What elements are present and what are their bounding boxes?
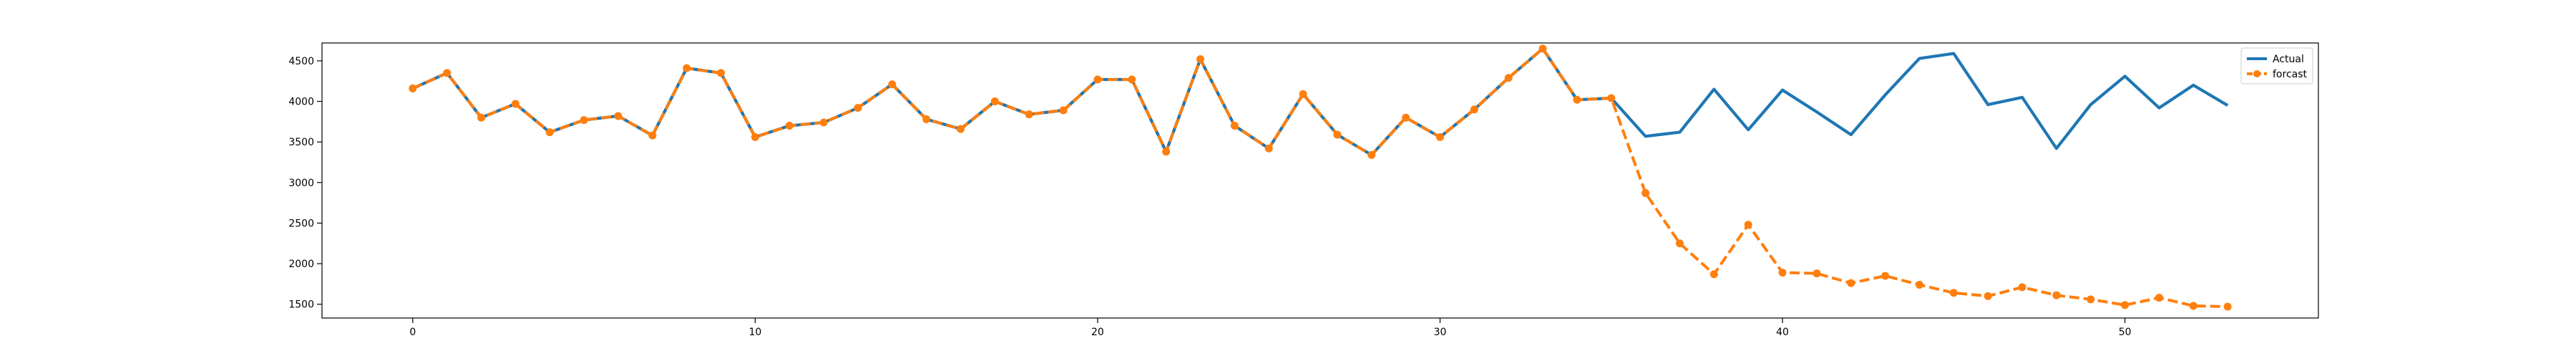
data-point-forcast	[1538, 44, 1547, 53]
data-point-forcast	[1675, 239, 1684, 248]
data-point-forcast	[477, 113, 486, 122]
data-point-forcast	[1059, 106, 1068, 115]
data-point-forcast	[1881, 271, 1890, 280]
data-point-forcast	[2052, 291, 2061, 299]
data-point-forcast	[751, 133, 759, 141]
data-point-forcast	[1504, 74, 1513, 82]
data-point-forcast	[888, 80, 897, 89]
y-tick-label: 4000	[288, 97, 314, 108]
data-point-forcast	[1949, 289, 1958, 297]
data-point-forcast	[1778, 269, 1787, 277]
data-point-forcast	[1025, 110, 1033, 119]
data-point-forcast	[1333, 130, 1342, 139]
data-point-forcast	[511, 100, 519, 108]
data-point-forcast	[648, 131, 657, 140]
data-point-forcast	[819, 118, 828, 127]
data-point-forcast	[1299, 90, 1307, 98]
data-point-forcast	[990, 97, 999, 106]
legend-label-forcast: forcast	[2273, 69, 2308, 80]
data-point-forcast	[1470, 105, 1478, 114]
data-point-forcast	[1847, 279, 1855, 287]
data-point-forcast	[1264, 144, 1273, 153]
data-point-forcast	[2018, 283, 2026, 292]
data-point-forcast	[1607, 94, 1616, 102]
data-point-forcast	[1367, 150, 1376, 159]
legend-label-actual: Actual	[2273, 54, 2304, 65]
x-tick-label: 0	[409, 327, 416, 338]
data-point-forcast	[957, 125, 965, 133]
x-tick-label: 30	[1434, 327, 1447, 338]
data-point-forcast	[717, 69, 726, 77]
data-point-forcast	[2121, 301, 2129, 309]
data-point-forcast	[1915, 281, 1923, 289]
x-tick-label: 50	[2119, 327, 2132, 338]
data-point-forcast	[2155, 294, 2163, 302]
y-tick-label: 3000	[288, 178, 314, 189]
legend-marker-forcast	[2253, 70, 2260, 77]
data-point-forcast	[1744, 221, 1752, 229]
data-point-forcast	[2189, 302, 2197, 310]
data-point-forcast	[1402, 113, 1410, 122]
data-point-forcast	[545, 128, 554, 137]
data-point-forcast	[922, 115, 931, 123]
data-point-forcast	[1813, 269, 1821, 278]
data-point-forcast	[1984, 292, 1992, 300]
data-point-forcast	[409, 84, 417, 92]
y-tick-label: 3500	[288, 137, 314, 148]
y-tick-label: 2500	[288, 218, 314, 229]
data-point-forcast	[1709, 270, 1718, 279]
data-point-forcast	[1641, 189, 1650, 198]
data-point-forcast	[683, 64, 691, 72]
data-point-forcast	[1093, 75, 1102, 84]
data-point-forcast	[2087, 295, 2095, 304]
data-point-forcast	[1435, 133, 1444, 141]
data-point-forcast	[614, 112, 623, 120]
data-point-forcast	[854, 104, 862, 112]
data-point-forcast	[785, 122, 794, 130]
data-point-forcast	[1230, 122, 1239, 130]
x-tick-label: 40	[1776, 327, 1789, 338]
data-point-forcast	[1128, 75, 1136, 84]
data-point-forcast	[580, 116, 588, 125]
x-tick-label: 10	[748, 327, 761, 338]
data-point-forcast	[1573, 95, 1581, 104]
y-tick-label: 1500	[288, 299, 314, 311]
data-point-forcast	[2223, 302, 2232, 311]
series-line-forcast	[411, 47, 2228, 309]
y-tick-label: 2000	[288, 259, 314, 270]
x-tick-label: 20	[1091, 327, 1104, 338]
data-point-forcast	[1162, 148, 1171, 156]
data-point-forcast	[1196, 55, 1205, 64]
plot-frame	[321, 42, 2319, 319]
y-tick-label: 4500	[288, 56, 314, 67]
data-point-forcast	[443, 69, 452, 77]
